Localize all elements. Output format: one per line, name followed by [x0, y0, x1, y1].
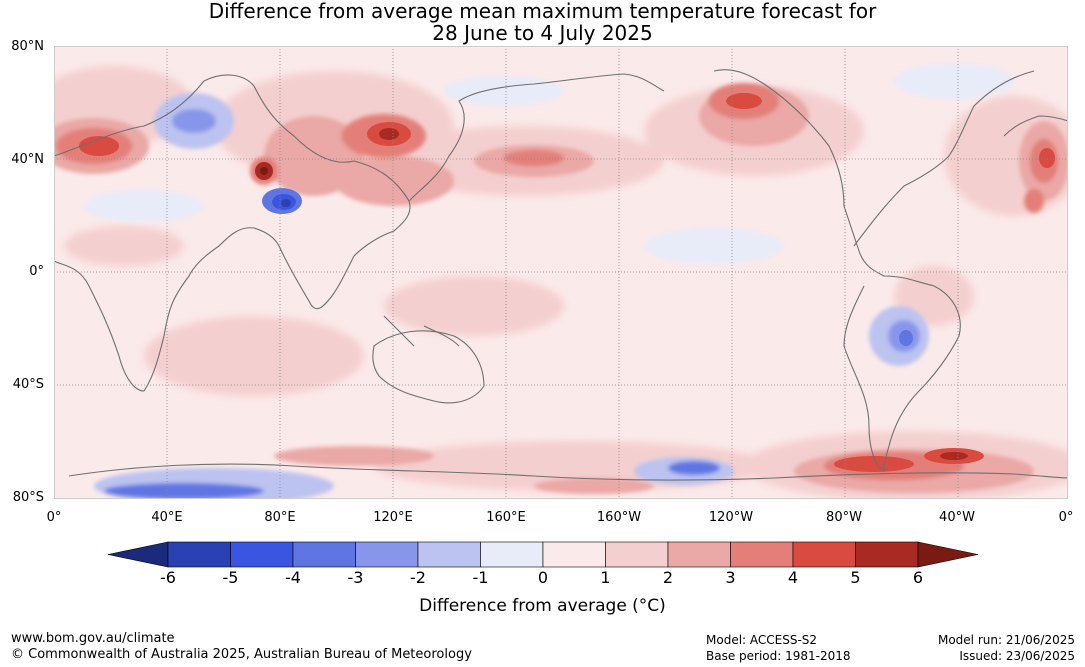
colorbar-segment: [167, 541, 231, 568]
colorbar-tick-label: 6: [912, 568, 924, 587]
lon-label-120e: 120°E: [373, 510, 413, 525]
lon-label-40w: 40°W: [939, 510, 975, 525]
colorbar-tick-label: 0: [537, 568, 549, 587]
footer-issued: Issued: 23/06/2025: [959, 649, 1075, 663]
colorbar-tick-label: 2: [662, 568, 674, 587]
colorbar-segment: [605, 541, 669, 568]
colorbar-tick-label: -1: [472, 568, 489, 587]
colorbar: [108, 541, 978, 568]
title-line-1: Difference from average mean maximum tem…: [208, 0, 877, 23]
title-line-2: 28 June to 4 July 2025: [432, 21, 653, 45]
temperature-anomaly-map: [34, 46, 1084, 504]
chart-title: Difference from average mean maximum tem…: [0, 0, 1085, 44]
colorbar-title: Difference from average (°C): [419, 596, 666, 616]
lat-label-80n: 80°N: [11, 39, 44, 54]
colorbar-segment: [855, 541, 919, 568]
anomaly-negative-core: [262, 188, 913, 346]
map-border: [54, 46, 1068, 499]
colorbar-segment: [230, 541, 294, 568]
footer-website: www.bom.gov.au/climate: [11, 631, 175, 646]
colorbar-segment: [292, 541, 356, 568]
colorbar-tick-label: 4: [787, 568, 799, 587]
colorbar-segment: [480, 541, 544, 568]
anomaly-negative: [84, 63, 1014, 504]
map-svg: [34, 46, 1084, 504]
colorbar-tick-label: 1: [600, 568, 611, 587]
lat-label-40n: 40°N: [11, 152, 44, 167]
colorbar-tick-label: -6: [160, 568, 176, 587]
colorbar-segment: [542, 541, 606, 568]
colorbar-tick-label: 3: [725, 568, 736, 587]
lon-label-0: 0°: [46, 510, 62, 525]
colorbar-segment: [355, 541, 419, 568]
anomaly-plus-5-6: [79, 93, 1055, 472]
graticule: [54, 46, 1068, 499]
footer-model-run: Model run: 21/06/2025: [937, 633, 1075, 647]
lat-label-0: 0°: [29, 264, 44, 279]
lat-label-80s: 80°S: [12, 490, 44, 505]
lon-label-160w: 160°W: [596, 510, 642, 525]
footer-base-period: Base period: 1981-2018: [706, 649, 851, 663]
lon-label-80e: 80°E: [264, 510, 296, 525]
lon-label-160e: 160°E: [486, 510, 526, 525]
coastlines: [53, 69, 1069, 481]
colorbar-arrow-high: [917, 541, 978, 568]
colorbar-tick-label: -5: [222, 568, 239, 587]
lat-label-40s: 40°S: [12, 377, 44, 392]
footer-model: Model: ACCESS-S2: [706, 633, 818, 647]
colorbar-tick-label: 5: [850, 568, 861, 587]
lon-label-0-end: 0°: [1058, 510, 1074, 525]
colorbar-segments: [108, 541, 978, 568]
colorbar-arrow-low: [108, 541, 169, 568]
lon-label-120w: 120°W: [708, 510, 754, 525]
colorbar-tick-label: -4: [285, 568, 301, 587]
colorbar-segment: [730, 541, 794, 568]
footer-copyright: © Commonwealth of Australia 2025, Austra…: [11, 647, 472, 662]
lon-label-40e: 40°E: [151, 510, 183, 525]
colorbar-tick-label: -3: [347, 568, 364, 587]
colorbar-tick-label: -2: [410, 568, 426, 587]
colorbar-segment: [667, 541, 731, 568]
colorbar-segment: [417, 541, 481, 568]
lon-label-80w: 80°W: [826, 510, 862, 525]
colorbar-segment: [792, 541, 856, 568]
